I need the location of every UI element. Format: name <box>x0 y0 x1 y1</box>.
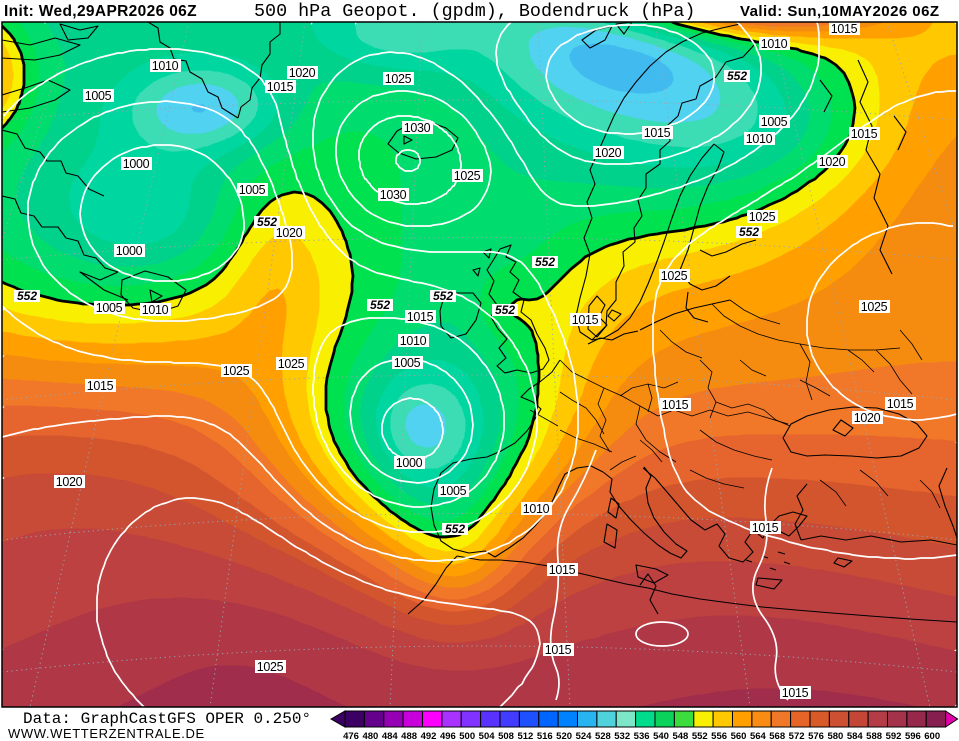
svg-text:484: 484 <box>382 731 399 741</box>
svg-text:1015: 1015 <box>545 643 572 657</box>
svg-text:1015: 1015 <box>831 22 858 36</box>
svg-text:552: 552 <box>692 731 708 741</box>
svg-text:1020: 1020 <box>56 475 83 489</box>
svg-text:1010: 1010 <box>400 334 427 348</box>
svg-text:552: 552 <box>433 289 453 303</box>
svg-text:584: 584 <box>847 731 864 741</box>
svg-text:1020: 1020 <box>854 411 881 425</box>
svg-text:1010: 1010 <box>152 59 179 73</box>
svg-text:Data: GraphCastGFS OPER 0.250°: Data: GraphCastGFS OPER 0.250° <box>23 710 311 728</box>
svg-text:WWW.WETTERZENTRALE.DE: WWW.WETTERZENTRALE.DE <box>8 726 205 741</box>
svg-text:1025: 1025 <box>257 660 284 674</box>
svg-text:500: 500 <box>459 731 475 741</box>
svg-text:1025: 1025 <box>749 210 776 224</box>
svg-text:496: 496 <box>440 731 456 741</box>
svg-text:1020: 1020 <box>289 66 316 80</box>
svg-text:564: 564 <box>750 731 767 741</box>
svg-text:1015: 1015 <box>87 379 114 393</box>
svg-text:552: 552 <box>727 69 747 83</box>
svg-text:1015: 1015 <box>644 126 671 140</box>
svg-text:540: 540 <box>653 731 669 741</box>
svg-text:1025: 1025 <box>278 357 305 371</box>
svg-text:1015: 1015 <box>752 521 779 535</box>
svg-text:520: 520 <box>556 731 572 741</box>
svg-text:552: 552 <box>370 298 390 312</box>
svg-text:568: 568 <box>769 731 785 741</box>
svg-text:1030: 1030 <box>404 121 431 135</box>
svg-text:552: 552 <box>739 225 759 239</box>
svg-text:1005: 1005 <box>96 301 123 315</box>
svg-text:1015: 1015 <box>887 397 914 411</box>
svg-text:592: 592 <box>886 731 902 741</box>
svg-text:1010: 1010 <box>142 303 169 317</box>
svg-text:588: 588 <box>866 731 882 741</box>
svg-text:552: 552 <box>445 522 465 536</box>
svg-text:528: 528 <box>595 731 611 741</box>
svg-text:1005: 1005 <box>761 115 788 129</box>
svg-text:1025: 1025 <box>661 269 688 283</box>
svg-text:1005: 1005 <box>394 356 421 370</box>
svg-text:1015: 1015 <box>782 686 809 700</box>
svg-text:1015: 1015 <box>662 398 689 412</box>
svg-text:552: 552 <box>535 255 555 269</box>
svg-text:1010: 1010 <box>523 502 550 516</box>
svg-text:1020: 1020 <box>595 146 622 160</box>
svg-text:476: 476 <box>343 731 359 741</box>
svg-text:1025: 1025 <box>385 72 412 86</box>
svg-text:556: 556 <box>711 731 727 741</box>
svg-text:1005: 1005 <box>239 183 266 197</box>
svg-text:536: 536 <box>634 731 650 741</box>
svg-text:1020: 1020 <box>276 226 303 240</box>
svg-text:1025: 1025 <box>223 364 250 378</box>
svg-text:1015: 1015 <box>549 563 576 577</box>
svg-text:532: 532 <box>614 731 630 741</box>
svg-text:1005: 1005 <box>440 484 467 498</box>
svg-text:1000: 1000 <box>123 157 150 171</box>
svg-text:1015: 1015 <box>572 313 599 327</box>
svg-text:1000: 1000 <box>396 456 423 470</box>
svg-text:1015: 1015 <box>267 80 294 94</box>
svg-text:580: 580 <box>827 731 843 741</box>
svg-text:524: 524 <box>576 731 593 741</box>
svg-text:1000: 1000 <box>116 244 143 258</box>
svg-text:492: 492 <box>421 731 437 741</box>
svg-text:552: 552 <box>17 289 37 303</box>
svg-text:552: 552 <box>495 303 515 317</box>
svg-text:548: 548 <box>672 731 688 741</box>
svg-text:1005: 1005 <box>85 89 112 103</box>
svg-text:Init: Wed,29APR2026 06Z: Init: Wed,29APR2026 06Z <box>4 3 197 20</box>
svg-text:1010: 1010 <box>761 37 788 51</box>
svg-text:1020: 1020 <box>819 155 846 169</box>
svg-text:1025: 1025 <box>861 300 888 314</box>
svg-text:596: 596 <box>905 731 921 741</box>
svg-text:500 hPa Geopot. (gpdm), Bodend: 500 hPa Geopot. (gpdm), Bodendruck (hPa) <box>254 1 695 22</box>
svg-text:Valid: Sun,10MAY2026 06Z: Valid: Sun,10MAY2026 06Z <box>740 3 940 20</box>
svg-text:1025: 1025 <box>454 169 481 183</box>
svg-text:512: 512 <box>517 731 533 741</box>
svg-text:480: 480 <box>362 731 378 741</box>
svg-text:504: 504 <box>479 731 496 741</box>
svg-text:1015: 1015 <box>407 310 434 324</box>
svg-text:576: 576 <box>808 731 824 741</box>
svg-text:560: 560 <box>731 731 747 741</box>
svg-text:552: 552 <box>257 215 277 229</box>
svg-text:600: 600 <box>924 731 940 741</box>
svg-text:1015: 1015 <box>851 127 878 141</box>
svg-text:488: 488 <box>401 731 417 741</box>
svg-text:508: 508 <box>498 731 514 741</box>
svg-text:1010: 1010 <box>746 132 773 146</box>
svg-text:516: 516 <box>537 731 553 741</box>
svg-text:572: 572 <box>789 731 805 741</box>
svg-text:1030: 1030 <box>380 188 407 202</box>
